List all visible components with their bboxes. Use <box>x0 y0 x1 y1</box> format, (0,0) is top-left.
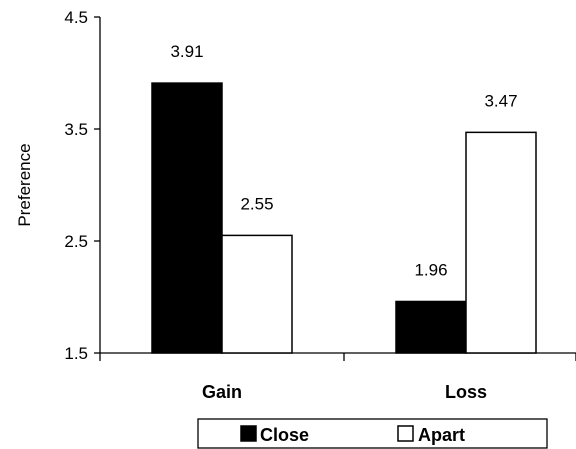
bar-close-gain <box>151 82 223 354</box>
y-tick-label: 2.5 <box>64 232 88 251</box>
y-tick-label: 3.5 <box>64 120 88 139</box>
legend-label-apart: Apart <box>418 425 465 445</box>
legend-swatch-close <box>240 425 257 442</box>
bar-apart-loss <box>465 131 537 354</box>
data-label: 2.55 <box>240 194 273 213</box>
y-axis-title: Preference <box>15 143 34 226</box>
x-category-label: Loss <box>445 382 487 402</box>
legend-label-close: Close <box>260 425 309 445</box>
bar-close-loss <box>395 300 467 354</box>
bar-apart-gain <box>221 234 293 354</box>
data-label: 3.91 <box>170 42 203 61</box>
legend-swatch-apart <box>397 425 414 442</box>
data-label: 3.47 <box>484 91 517 110</box>
y-tick-label: 4.5 <box>64 8 88 27</box>
x-category-label: Gain <box>202 382 242 402</box>
y-tick-label: 1.5 <box>64 344 88 363</box>
data-label: 1.96 <box>414 260 447 279</box>
